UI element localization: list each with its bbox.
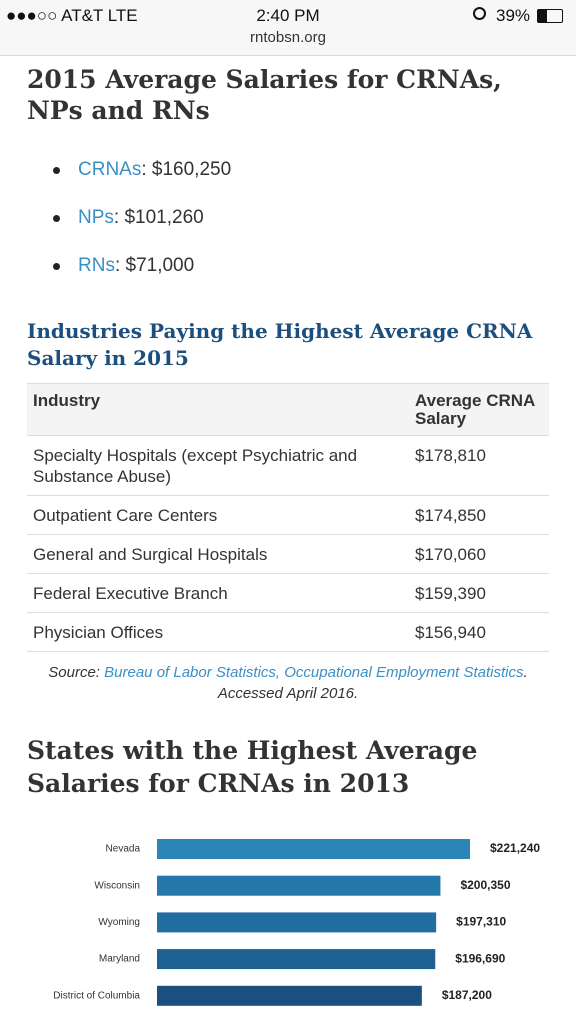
source-suffix: . Accessed April 2016. bbox=[217, 664, 528, 702]
table-cell: $178,810 bbox=[409, 435, 549, 496]
table-cell: $156,940 bbox=[409, 612, 549, 652]
table-cell: $159,390 bbox=[409, 573, 549, 613]
time: 2:40 PM bbox=[256, 6, 320, 25]
table-cell: Physician Offices bbox=[27, 612, 409, 652]
bar-label: Maryland bbox=[99, 954, 140, 965]
bar-label: Nevada bbox=[106, 844, 141, 855]
heading: 2015 Average Salaries for CRNAs, NPs and… bbox=[27, 65, 502, 125]
table-cell: $174,850 bbox=[409, 495, 549, 535]
salary-list: CRNAs: $160,250 NPs: $101,260 RNs: $71,000 bbox=[0, 152, 231, 296]
list-item: NPs: $101,260 bbox=[52, 200, 231, 248]
value-label: $197,310 bbox=[456, 915, 506, 929]
bar bbox=[157, 949, 436, 970]
value-label: $221,240 bbox=[490, 841, 540, 855]
bar-label: District of Columbia bbox=[53, 990, 140, 1001]
source-prefix: Source: bbox=[48, 664, 105, 681]
heading: Industries Paying the Highest Average CR… bbox=[27, 319, 533, 370]
table-cell: Specialty Hospitals (except Psychiatric … bbox=[27, 435, 409, 496]
table-row: Specialty Hospitals (except Psychiatric … bbox=[27, 435, 549, 496]
value-label: $196,690 bbox=[455, 951, 505, 965]
table-cell: $170,060 bbox=[409, 534, 549, 574]
url[interactable]: rntobsn.org bbox=[250, 29, 326, 46]
heading: States with the Highest Average Salaries… bbox=[27, 736, 478, 798]
bar bbox=[157, 839, 470, 859]
salary-table: Industry Average CRNA Salary Specialty Ho… bbox=[27, 383, 549, 652]
table-row: General and Surgical Hospitals $170,060 bbox=[27, 534, 549, 574]
column-header: Average CRNA Salary bbox=[409, 383, 549, 436]
table-cell: Federal Executive Branch bbox=[27, 573, 409, 613]
value-label: $187,200 bbox=[442, 988, 492, 1002]
battery-percent: 39% bbox=[496, 6, 531, 25]
bar bbox=[157, 912, 437, 933]
bar bbox=[157, 875, 441, 896]
table-cell: General and Surgical Hospitals bbox=[27, 534, 409, 574]
table-cell: Outpatient Care Centers bbox=[27, 495, 409, 535]
source: Source: Bureau of Labor Statistics, Occu… bbox=[40, 662, 536, 704]
table-row: Federal Executive Branch $159,390 bbox=[27, 573, 549, 613]
carrier: ●●●○○ AT&T LTE bbox=[6, 6, 138, 25]
list-value: : $160,250 bbox=[141, 159, 232, 180]
battery-icon bbox=[537, 9, 563, 23]
bar-chart: Nevada $221,240 Wisconsin $200,350 Wyoming $1… bbox=[53, 839, 540, 1006]
list-item: RNs: $71,000 bbox=[52, 248, 231, 296]
bar-label: Wyoming bbox=[98, 917, 140, 928]
list-link[interactable]: RNs bbox=[78, 255, 115, 276]
list-item: CRNAs: $160,250 bbox=[52, 152, 232, 200]
value-label: $200,350 bbox=[460, 878, 510, 892]
table-row: Outpatient Care Centers $174,850 bbox=[27, 495, 549, 535]
bar bbox=[157, 985, 422, 1006]
lock-icon bbox=[473, 7, 486, 20]
bar-label: Wisconsin bbox=[94, 880, 140, 891]
column-header: Industry bbox=[27, 383, 409, 436]
list-value: : $71,000 bbox=[114, 255, 195, 276]
list-link[interactable]: NPs bbox=[78, 207, 114, 228]
header-row: Industry Average CRNA Salary bbox=[27, 383, 549, 436]
status-bar: ●●●○○ AT&T LTE 2:40 PM 39% rntobsn.org bbox=[0, 0, 576, 56]
list-link[interactable]: CRNAs bbox=[78, 159, 142, 180]
list-value: : $101,260 bbox=[113, 207, 204, 228]
source-link[interactable]: Bureau of Labor Statistics, Occupational… bbox=[104, 664, 524, 681]
table-row: Physician Offices $156,940 bbox=[27, 612, 549, 652]
